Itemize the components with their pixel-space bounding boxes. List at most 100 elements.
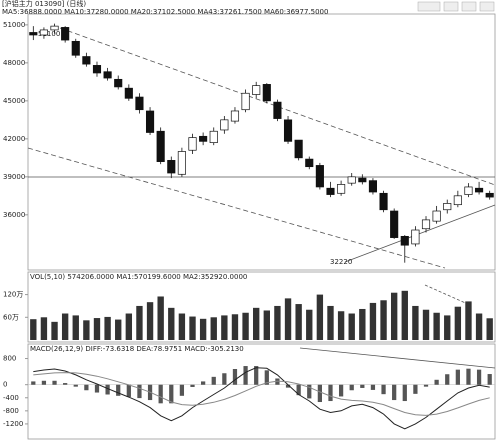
macd-bar — [487, 374, 492, 385]
volume-bar — [274, 305, 281, 340]
volume-bar — [168, 307, 175, 340]
macd-bar — [137, 384, 142, 399]
macd-bar — [158, 384, 163, 404]
y-tick-label: -1200 — [3, 420, 23, 428]
volume-bar — [83, 320, 90, 340]
macd-bar — [392, 384, 397, 401]
candle-body — [411, 229, 420, 245]
macd-bar — [434, 379, 439, 385]
candle-body — [167, 160, 176, 174]
button[interactable] — [443, 1, 459, 12]
trend-line — [299, 347, 496, 369]
candle-body — [39, 29, 48, 36]
volume-bar — [337, 311, 345, 340]
y-tick-label: 0 — [3, 381, 7, 389]
volume-bar — [295, 304, 302, 340]
volume-bar — [412, 305, 419, 340]
macd-bar — [445, 374, 450, 385]
candle-body — [209, 130, 218, 143]
button[interactable] — [417, 1, 441, 12]
price-panel — [27, 13, 496, 271]
volume-bar — [486, 318, 493, 340]
candle-body — [145, 110, 155, 133]
volume-bar — [348, 313, 355, 340]
candle-body — [199, 135, 208, 142]
volume-title: VOL(5,10) 574206.0000 MA1:570199.6000 MA… — [30, 273, 247, 281]
candle-body — [177, 151, 186, 175]
candle-body — [475, 187, 484, 193]
candle-body — [432, 210, 441, 222]
macd-bar — [476, 369, 482, 385]
macd-bar — [466, 368, 471, 385]
candle-body — [485, 192, 494, 198]
volume-bar — [422, 309, 430, 340]
macd-bar — [126, 384, 131, 397]
volume-bar — [178, 313, 186, 340]
candle-body — [283, 119, 293, 142]
y-tick-label: 800 — [3, 355, 16, 363]
volume-bar — [390, 292, 398, 340]
button[interactable] — [479, 1, 495, 12]
macd-bar — [63, 383, 68, 385]
y-tick-label: 39000 — [3, 173, 25, 181]
candle-body — [443, 203, 452, 211]
volume-bar — [242, 312, 249, 340]
candle-body — [379, 192, 388, 211]
candle-body — [421, 219, 431, 230]
macd-bar — [360, 384, 365, 388]
volume-bar — [465, 301, 472, 340]
macd-bar — [413, 384, 418, 394]
candle-body — [61, 27, 70, 41]
volume-bar — [221, 315, 228, 340]
volume-bar — [231, 314, 239, 340]
macd-bar — [402, 384, 407, 402]
volume-bar — [93, 318, 101, 340]
volume-bar — [306, 309, 313, 340]
support-line — [344, 204, 496, 263]
volume-bar — [189, 316, 196, 340]
candle-body — [135, 96, 144, 111]
candle-body — [368, 180, 378, 193]
macd-bar — [116, 384, 121, 396]
volume-bar — [146, 302, 154, 340]
candle-body — [29, 32, 38, 36]
annotation: 51100 — [38, 30, 60, 38]
candle-body — [347, 176, 356, 184]
trend-line — [424, 284, 471, 306]
chart-title: [沪铝主力 013090] (日线) — [2, 0, 86, 8]
y-tick-label: -400 — [3, 394, 19, 402]
macd-bar — [338, 384, 344, 397]
macd-bar — [31, 381, 36, 385]
macd-bar — [423, 384, 429, 387]
macd-bar — [41, 380, 47, 385]
candle-body — [92, 65, 102, 74]
volume-bar — [104, 316, 111, 340]
macd-title: MACD(26,12,9) DIFF:-73.6318 DEA:78.9751 … — [30, 345, 244, 353]
macd-bar — [381, 384, 386, 395]
volume-bar — [433, 312, 440, 340]
volume-bar — [444, 315, 451, 340]
volume-bar — [30, 319, 37, 340]
volume-bar — [475, 313, 483, 340]
macd-bar — [190, 384, 195, 387]
candle-body — [453, 195, 462, 206]
macd-bar — [84, 384, 89, 391]
candle-body — [294, 139, 303, 159]
volume-bar — [253, 307, 260, 340]
button[interactable] — [461, 1, 477, 12]
macd-bar — [370, 384, 376, 390]
candle-body — [390, 210, 399, 238]
volume-bar — [51, 321, 58, 340]
macd-bar — [349, 384, 354, 391]
macd-line — [33, 367, 490, 430]
trend-line — [27, 147, 446, 269]
y-tick-label: 45000 — [3, 97, 25, 105]
y-tick-label: 36000 — [3, 211, 25, 219]
candle-body — [230, 110, 240, 122]
macd-bar — [296, 384, 301, 396]
macd-bar — [232, 369, 238, 385]
candle-body — [400, 235, 409, 246]
volume-bar — [327, 305, 334, 340]
